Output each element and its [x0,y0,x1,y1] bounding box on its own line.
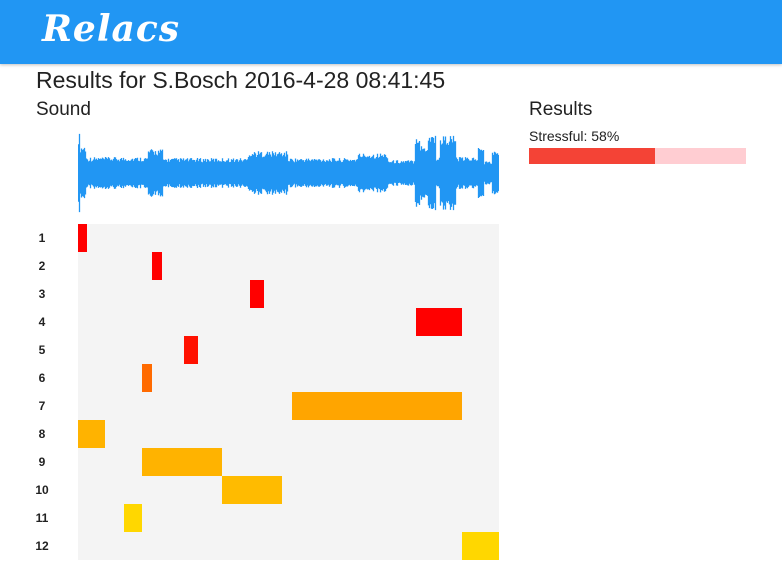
row-label: 6 [38,371,46,385]
timeline-segment[interactable] [462,532,499,560]
row-label: 9 [38,455,46,469]
timeline-segment[interactable] [416,308,462,336]
row-label: 8 [38,427,46,441]
timeline-segment[interactable] [250,280,264,308]
timeline-segment[interactable] [142,448,222,476]
app-logo[interactable]: Relacs [42,8,181,50]
timeline-segment[interactable] [292,392,462,420]
timeline-segment[interactable] [78,224,87,252]
timeline-segment[interactable] [78,420,105,448]
stressful-label: Stressful: 58% [529,128,620,144]
row-label: 12 [35,539,49,553]
row-label: 4 [38,315,46,329]
app-bar: Relacs [0,0,782,64]
row-label: 11 [35,511,49,525]
row-label: 7 [38,399,46,413]
timeline-segment[interactable] [152,252,162,280]
row-label: 2 [38,259,46,273]
sound-waveform [78,133,499,213]
timeline-segment[interactable] [222,476,282,504]
row-label: 1 [38,231,46,245]
stressful-progress-fill [529,148,655,164]
row-label: 10 [35,483,49,497]
waveform-path [78,133,499,213]
timeline-segment[interactable] [124,504,142,532]
row-label: 3 [38,287,46,301]
results-heading: Results [529,99,593,120]
timeline-grid [78,224,499,560]
sound-heading: Sound [36,99,91,120]
row-label: 5 [38,343,46,357]
page-title: Results for S.Bosch 2016-4-28 08:41:45 [36,67,446,93]
stressful-progress-track [529,148,746,164]
timeline-segment[interactable] [142,364,152,392]
timeline-segment[interactable] [184,336,198,364]
